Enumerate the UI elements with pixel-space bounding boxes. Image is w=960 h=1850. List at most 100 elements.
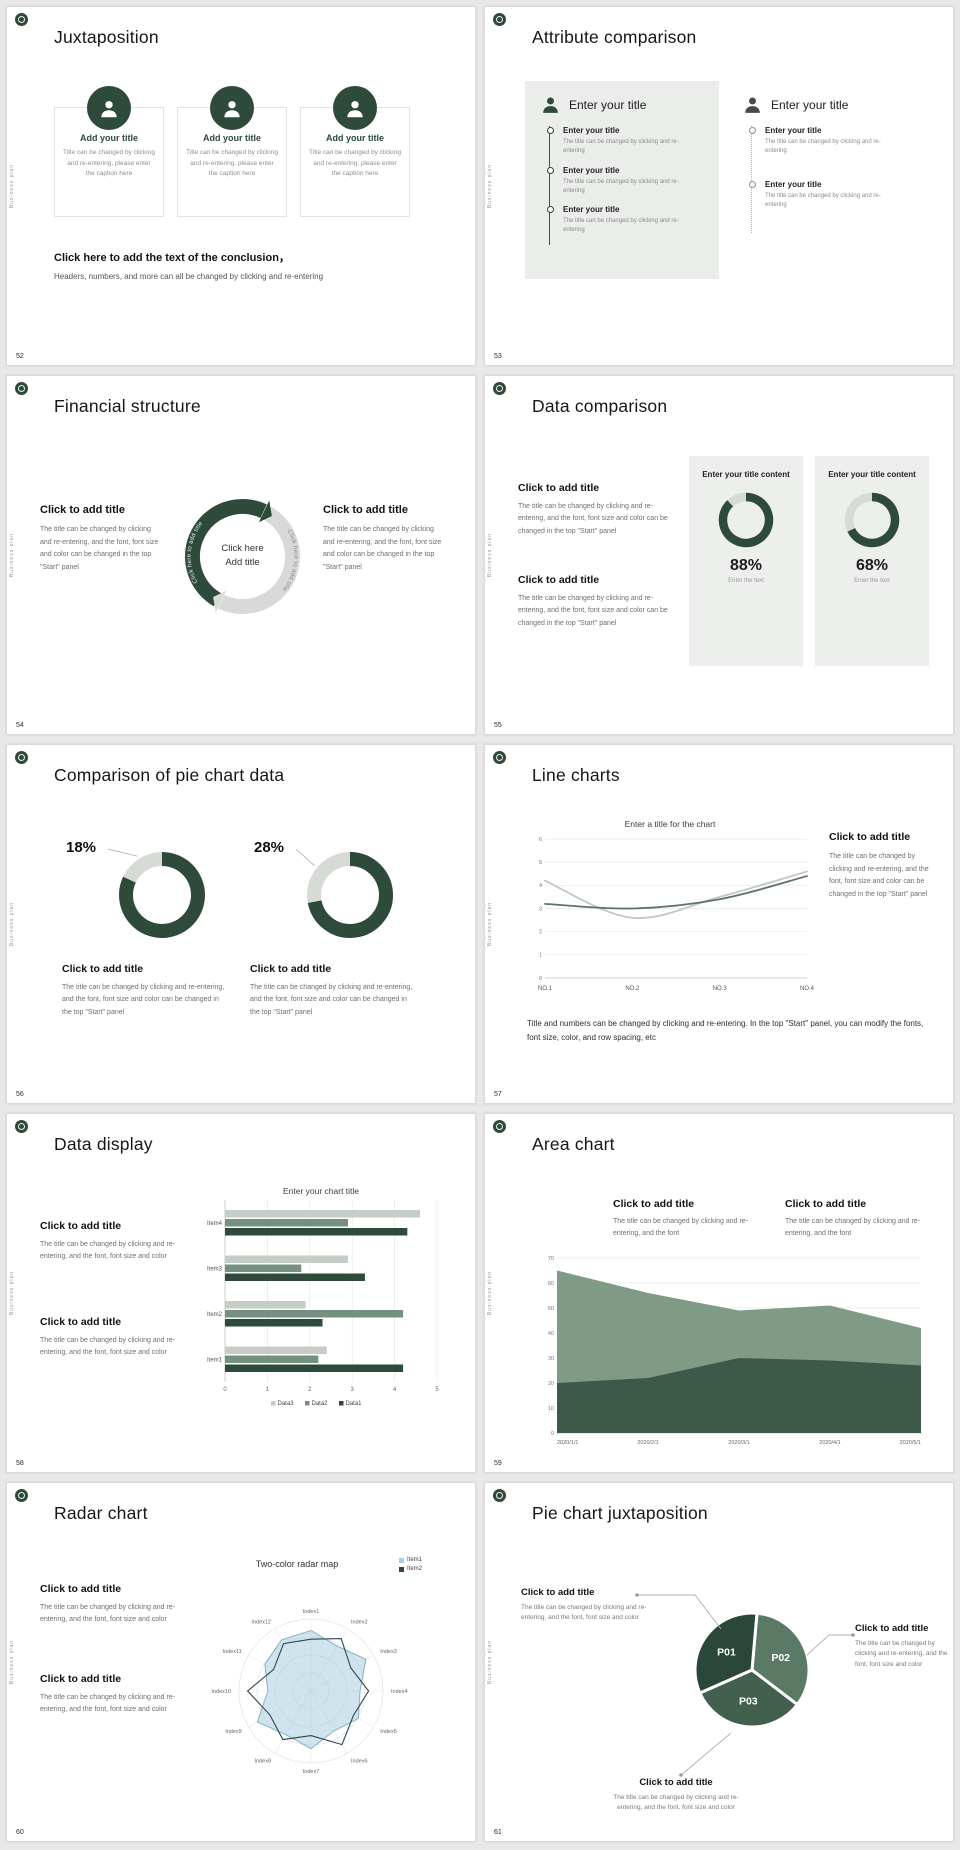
legend-swatch [399,1557,404,1563]
card-title: Add your title [326,133,384,143]
card-title: Add your title [203,133,261,143]
brand-logo-icon [493,751,506,764]
block-body: The title can be changed by clicking and… [40,1604,176,1624]
slide-54-thumbnail[interactable]: Business plan Financial structure Click … [6,375,476,735]
donut-chart [844,492,900,548]
footer-note: Title and numbers can be changed by clic… [527,1019,924,1043]
svg-text:1: 1 [539,953,542,959]
svg-text:Index10: Index10 [211,1689,231,1695]
timeline-item: Enter your title The title can be change… [546,205,711,245]
item-body: The title can be changed by clicking and… [765,192,881,208]
slide-title: Juxtaposition [54,27,159,47]
text-block: Click to add title The title can be chan… [40,1583,188,1627]
panel-header: Enter your title [569,97,647,112]
block-title: Click to add title [785,1198,867,1210]
text-block: Click to add title The title can be chan… [40,1220,178,1264]
slide-53-thumbnail[interactable]: Business plan Attribute comparison Enter… [484,6,954,366]
svg-text:Index3: Index3 [380,1649,397,1655]
slide-61-thumbnail[interactable]: Business plan Pie chart juxtaposition P0… [484,1482,954,1842]
svg-text:NO.3: NO.3 [713,986,728,992]
slide-title: Data display [54,1134,153,1154]
page-number: 60 [16,1829,24,1836]
page-number: 54 [16,722,24,729]
svg-text:6: 6 [539,837,542,843]
svg-text:Index9: Index9 [225,1729,242,1735]
person-icon [101,100,117,117]
block-body: The title can be changed by clicking and… [829,853,929,898]
sidebar-vertical-label: Business plan [9,532,15,578]
card-title: Add your title [80,133,138,143]
block-title: Click to add title [613,1198,695,1210]
panel-header: Enter your title content [828,470,916,479]
svg-text:Item3: Item3 [207,1266,223,1272]
slide-57-thumbnail[interactable]: Business plan Line charts Enter a title … [484,744,954,1104]
text-block: Click to add title The title can be chan… [40,1673,188,1717]
svg-text:Item1: Item1 [207,1357,223,1363]
legend-label: Item2 [407,1566,423,1572]
svg-text:5: 5 [435,1387,439,1393]
svg-text:Index6: Index6 [351,1758,368,1764]
svg-text:3: 3 [539,906,542,912]
block-body: The title can be changed by clicking and… [785,1218,921,1237]
svg-text:Index12: Index12 [251,1620,271,1626]
slide-title: Attribute comparison [532,27,697,47]
item-title: Enter your title [563,126,620,135]
chart-legend: Item1 Item2 [399,1557,422,1575]
text-block: Click to add title The title can be chan… [829,831,937,901]
svg-text:Index11: Index11 [223,1649,242,1655]
bar-chart: 0 1 2 3 4 5 Item4 Item3 Item2 Item1 Data3 Data2 Data… [207,1200,439,1407]
slide-52-thumbnail[interactable]: Business plan Juxtaposition Add your tit… [6,6,476,366]
svg-text:2020/5/1: 2020/5/1 [900,1440,921,1446]
svg-text:Index5: Index5 [380,1729,397,1735]
slide-55-thumbnail[interactable]: Business plan Data comparison Click to a… [484,375,954,735]
page-number: 57 [494,1091,502,1098]
brand-logo-icon [15,1120,28,1133]
feature-card: Add your title Title can be changed by c… [300,86,410,217]
percent-label: 18% [66,839,97,856]
callout-block: Click to add title The title can be chan… [855,1623,950,1670]
page-number: 52 [16,353,24,360]
conclusion-body: Headers, numbers, and more can all be ch… [54,272,324,281]
block-title: Click to add title [40,1673,122,1685]
item-title: Enter your title [563,165,620,175]
block-body: The title can be changed by clicking and… [40,1694,176,1714]
svg-text:Index7: Index7 [303,1769,320,1775]
brand-logo-icon [15,751,28,764]
timeline: Enter your title The title can be change… [748,126,913,234]
donut-chart [718,492,774,548]
brand-logo-icon [493,1489,506,1502]
svg-text:2020/3/1: 2020/3/1 [728,1440,749,1446]
callout-block: Click to add title The title can be chan… [521,1587,669,1624]
slide-56-thumbnail[interactable]: Business plan Comparison of pie chart da… [6,744,476,1104]
slide-58-thumbnail[interactable]: Business plan Data display Click to add … [6,1113,476,1473]
svg-text:NO.4: NO.4 [800,986,815,992]
slide-60-thumbnail[interactable]: Business plan Radar chart Click to add t… [6,1482,476,1842]
svg-text:40: 40 [548,1331,554,1337]
feature-card: Add your title Title can be changed by c… [177,86,287,217]
slide-title: Line charts [532,765,620,785]
block-body: The title can be changed by clicking and… [62,984,225,1016]
diagram-center-label: Click here Add title [221,543,264,569]
text-block: Click to add title The title can be chan… [613,1198,765,1240]
svg-text:2020/2/1: 2020/2/1 [637,1440,658,1446]
slide-title: Area chart [532,1134,615,1154]
brand-logo-icon [15,1489,28,1502]
svg-text:5: 5 [539,860,542,866]
svg-text:Item4: Item4 [207,1221,223,1227]
sidebar-vertical-label: Business plan [487,1639,493,1685]
slide-59-thumbnail[interactable]: Business plan Area chart Click to add ti… [484,1113,954,1473]
sidebar-vertical-label: Business plan [487,901,493,947]
svg-text:4: 4 [539,883,542,889]
chart-title: Two-color radar map [255,1559,339,1569]
block-title: Click to add title [40,1316,122,1328]
slide-title: Comparison of pie chart data [54,765,285,785]
svg-text:50: 50 [548,1306,554,1312]
svg-text:2020/1/1: 2020/1/1 [557,1440,578,1446]
panel-caption: Enter the text [728,578,764,584]
block-title: Click to add title [40,1583,122,1595]
block-body: The title can be changed by clicking and… [250,984,413,1016]
panel-header: Enter your title [771,97,849,112]
svg-text:Data1: Data1 [346,1401,363,1407]
svg-text:2: 2 [308,1387,312,1393]
